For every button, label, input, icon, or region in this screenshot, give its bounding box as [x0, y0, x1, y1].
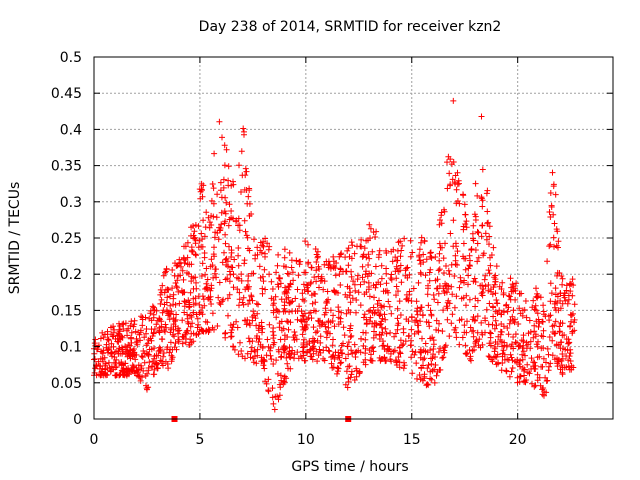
y-tick-label: 0.1 [60, 340, 82, 356]
y-tick-label: 0.05 [51, 376, 82, 392]
x-tick-label: 0 [90, 432, 99, 448]
scatter-markers [91, 97, 578, 413]
y-tick-label: 0.35 [51, 159, 82, 175]
y-tick-label: 0.4 [60, 122, 82, 138]
y-tick-label: 0.45 [51, 86, 82, 102]
y-tick-label: 0.2 [60, 267, 82, 283]
x-tick-label: 15 [403, 432, 421, 448]
y-axis-label: SRMTID / TECUs [7, 182, 23, 295]
x-tick-label: 5 [195, 432, 204, 448]
y-tick-label: 0.15 [51, 303, 82, 319]
y-tick-label: 0.3 [60, 195, 82, 211]
y-axis: 0 0.05 0.1 0.15 0.2 0.25 0.3 0.35 0.4 0.45 0.5 [51, 50, 613, 428]
y-tick-label: 0.25 [51, 231, 82, 247]
y-tick-label: 0.5 [60, 50, 82, 66]
x-tick-label: 10 [297, 432, 315, 448]
scatter-series [91, 97, 578, 422]
x-axis-label: GPS time / hours [291, 459, 408, 475]
y-tick-label: 0 [73, 412, 82, 428]
chart-title: Day 238 of 2014, SRMTID for receiver kzn… [199, 19, 502, 35]
x-axis: 0 5 10 15 20 [90, 57, 527, 448]
x-tick-label: 20 [509, 432, 527, 448]
